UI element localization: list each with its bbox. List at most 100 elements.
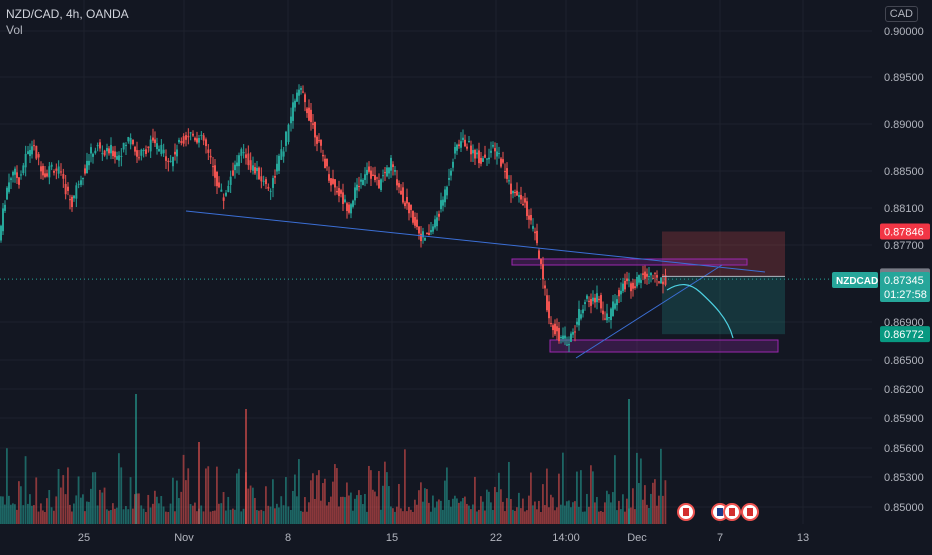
volume-bar [464,496,466,524]
volume-bar [368,465,370,524]
candle-body [430,230,432,233]
volume-bar [42,510,44,524]
candle-body [540,259,542,265]
candle-body [400,190,402,195]
candle-body [420,233,422,242]
y-tick-label: 0.87700 [884,240,924,252]
candle-body [370,170,372,179]
volume-bar [340,496,342,524]
candle-body [550,322,552,324]
volume-bar [476,511,478,524]
candle-body [300,88,302,90]
candle-body [306,108,308,114]
volume-bar [372,489,374,524]
candle-body [356,184,358,191]
volume-bar [570,507,572,524]
candle-body [522,203,524,206]
volume-bar [229,509,232,524]
volume-bar [602,511,604,524]
volume-bar [280,496,283,524]
volume-bar [356,495,358,524]
volume-bar [322,483,324,524]
candle-body [574,331,576,333]
volume-bar [240,511,243,524]
candle-body [586,295,588,299]
volume-bar [604,502,606,524]
candle-body [492,145,494,147]
x-tick-label: 15 [386,532,398,544]
volume-bar [142,508,145,524]
volume-bar [86,501,88,524]
volume-bar [428,502,430,524]
volume-bar [396,506,398,524]
volume-bar [610,502,612,524]
volume-bar [470,509,472,524]
current-price-label: NZDCAD 0.87345 01:27:58 [832,272,930,302]
volume-bar [269,506,272,524]
volume-bar [245,409,247,524]
volume-bar [267,505,270,524]
volume-bar [384,461,386,524]
candle-body [294,100,296,108]
volume-bar [506,498,508,524]
candle-body [652,278,654,280]
candle-body [258,167,260,180]
candle-body [514,191,516,193]
volume-label[interactable]: Vol [6,23,23,37]
volume-bar [174,511,176,524]
candle-body [632,282,634,289]
candle-body [71,196,73,208]
candle-body [6,187,8,200]
volume-bar [316,475,318,524]
candle-body [240,149,243,156]
volume-bar [388,486,390,524]
currency-badge[interactable]: CAD [884,6,918,22]
candle-body [282,151,285,157]
candle-body [612,301,614,317]
volume-bar [6,448,8,524]
volume-bar [386,472,388,524]
volume-bar [218,503,220,524]
volume-bar [536,509,538,524]
candle-body [260,176,263,182]
volume-bar [374,491,376,524]
candle-body [438,213,440,217]
candle-body [382,175,384,177]
candle-body [328,174,330,181]
candle-body [476,152,478,155]
volume-bar [526,510,528,524]
candle-body [362,179,364,185]
candle-body [432,226,434,232]
volume-bar [456,498,458,524]
candle-body [46,173,48,177]
candle-body [504,171,506,173]
volume-bar [572,502,574,524]
candle-body [60,171,62,173]
candle-body [398,183,400,188]
volume-bar [434,507,436,524]
volume-bar [94,472,97,524]
volume-bar [410,509,412,524]
volume-bar [48,490,51,524]
symbol-title[interactable]: NZD/CAD, 4h, OANDA [6,7,129,21]
volume-bar [254,497,256,524]
candle-body [534,231,536,234]
candle-body [480,157,482,164]
x-tick-label: 13 [797,532,809,544]
volume-bar [362,504,364,524]
y-tick-label: 0.86500 [884,355,924,367]
candle-body [474,149,476,159]
volume-bar [558,473,560,524]
volume-bar [60,487,62,524]
candle-body [330,178,332,186]
flag-mark [747,508,753,516]
candle-body [376,177,378,179]
volume-bar [486,489,488,524]
volume-bar [420,482,422,524]
candle-body [532,226,534,229]
candle-body [276,163,278,172]
volume-bar [20,486,22,524]
volume-bar [162,506,165,524]
